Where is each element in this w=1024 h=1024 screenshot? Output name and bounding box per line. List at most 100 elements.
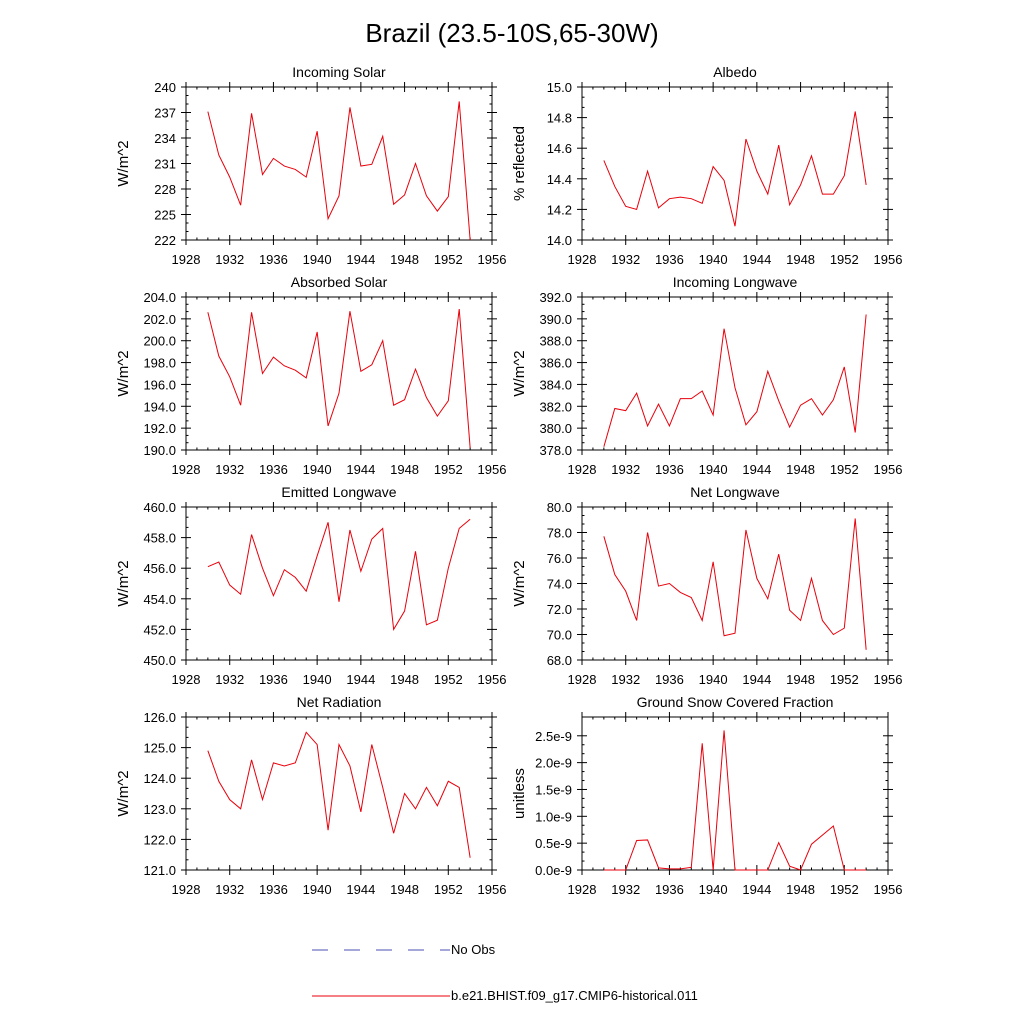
- x-tick-label: 1952: [830, 672, 859, 687]
- x-tick-label: 1944: [346, 672, 375, 687]
- plot-frame: [185, 296, 493, 451]
- y-axis-label: W/m^2: [115, 140, 132, 186]
- series-line: [207, 101, 471, 241]
- series-line: [207, 731, 471, 858]
- chart-panel: Incoming Solar W/m^2 1928 1932 1936 1940 1944 1…: [115, 64, 506, 267]
- x-tick-label: 1940: [699, 882, 728, 897]
- y-tick-label: 237: [154, 106, 176, 121]
- chart-panel: Ground Snow Covered Fraction unitless 1928…: [511, 694, 902, 897]
- x-tick-label: 1932: [215, 672, 244, 687]
- y-tick-label: 14.0: [547, 233, 572, 248]
- chart-panel: Emitted Longwave W/m^2 1928 1932 1936 1940 194…: [115, 484, 506, 687]
- panel-title: Absorbed Solar: [291, 274, 388, 290]
- y-tick-label: 392.0: [539, 290, 572, 305]
- x-tick-label: 1928: [568, 882, 597, 897]
- y-tick-label: 122.0: [143, 832, 176, 847]
- y-tick-label: 15.0: [547, 80, 572, 95]
- y-tick-label: 123.0: [143, 802, 176, 817]
- x-tick-label: 1932: [215, 882, 244, 897]
- x-tick-label: 1952: [434, 462, 463, 477]
- plot-frame: [581, 506, 889, 661]
- x-tick-label: 1940: [303, 882, 332, 897]
- x-tick-label: 1944: [742, 672, 771, 687]
- legend-label-no-obs: No Obs: [451, 942, 496, 957]
- y-tick-label: 126.0: [143, 710, 176, 725]
- y-tick-label: 450.0: [143, 653, 176, 668]
- y-tick-label: 196.0: [143, 377, 176, 392]
- x-tick-label: 1940: [303, 672, 332, 687]
- x-tick-label: 1928: [172, 672, 201, 687]
- y-tick-label: 2.5e-9: [535, 729, 572, 744]
- panel-title: Incoming Solar: [292, 64, 386, 80]
- x-tick-label: 1952: [830, 462, 859, 477]
- y-tick-label: 194.0: [143, 399, 176, 414]
- plot-frame: [581, 716, 889, 871]
- panel-title: Emitted Longwave: [281, 484, 396, 500]
- panel-title: Albedo: [713, 64, 757, 80]
- y-axis-label: W/m^2: [511, 350, 528, 396]
- y-tick-label: 74.0: [547, 577, 572, 592]
- y-tick-label: 14.2: [547, 202, 572, 217]
- y-tick-label: 14.4: [547, 172, 572, 187]
- x-tick-label: 1928: [172, 252, 201, 267]
- x-tick-label: 1948: [786, 882, 815, 897]
- x-tick-label: 1932: [611, 882, 640, 897]
- x-tick-label: 1948: [390, 882, 419, 897]
- y-tick-label: 225: [154, 208, 176, 223]
- x-tick-label: 1948: [786, 462, 815, 477]
- x-tick-label: 1956: [478, 672, 507, 687]
- x-tick-label: 1956: [478, 882, 507, 897]
- y-tick-label: 0.0e-9: [535, 863, 572, 878]
- y-tick-label: 76.0: [547, 551, 572, 566]
- y-tick-label: 382.0: [539, 399, 572, 414]
- panel-title: Incoming Longwave: [673, 274, 798, 290]
- series-line: [603, 314, 867, 447]
- y-tick-label: 72.0: [547, 602, 572, 617]
- y-tick-label: 198.0: [143, 356, 176, 371]
- x-tick-label: 1936: [655, 672, 684, 687]
- x-tick-label: 1948: [390, 462, 419, 477]
- y-tick-label: 70.0: [547, 628, 572, 643]
- x-tick-label: 1936: [259, 672, 288, 687]
- panel-title: Ground Snow Covered Fraction: [637, 694, 834, 710]
- y-tick-label: 380.0: [539, 421, 572, 436]
- y-tick-label: 125.0: [143, 741, 176, 756]
- y-tick-label: 121.0: [143, 863, 176, 878]
- x-tick-label: 1944: [742, 462, 771, 477]
- y-tick-label: 14.8: [547, 111, 572, 126]
- chart-panel: Albedo % reflected 1928 1932 1936 1940 1944 194…: [511, 64, 902, 267]
- x-tick-label: 1928: [172, 462, 201, 477]
- x-tick-label: 1932: [215, 462, 244, 477]
- plot-frame: [185, 506, 493, 661]
- y-tick-label: 388.0: [539, 334, 572, 349]
- y-tick-label: 78.0: [547, 526, 572, 541]
- x-tick-label: 1932: [215, 252, 244, 267]
- y-tick-label: 378.0: [539, 443, 572, 458]
- x-tick-label: 1944: [742, 252, 771, 267]
- x-tick-label: 1932: [611, 672, 640, 687]
- x-tick-label: 1948: [390, 252, 419, 267]
- y-tick-label: 2.0e-9: [535, 756, 572, 771]
- panel-title: Net Longwave: [690, 484, 780, 500]
- x-tick-label: 1956: [478, 462, 507, 477]
- chart-panel: Net Longwave W/m^2 1928 1932 1936 1940 1944 194…: [511, 484, 902, 687]
- legend-label-model: b.e21.BHIST.f09_g17.CMIP6-historical.011: [451, 988, 698, 1003]
- series-line: [603, 518, 867, 650]
- x-tick-label: 1936: [655, 252, 684, 267]
- x-tick-label: 1952: [434, 672, 463, 687]
- plot-frame: [185, 716, 493, 871]
- x-tick-label: 1936: [655, 462, 684, 477]
- x-tick-label: 1940: [303, 252, 332, 267]
- y-tick-label: 390.0: [539, 312, 572, 327]
- y-tick-label: 234: [154, 131, 176, 146]
- x-tick-label: 1940: [699, 252, 728, 267]
- x-tick-label: 1952: [434, 252, 463, 267]
- chart-panel: Absorbed Solar W/m^2 1928 1932 1936 1940 1944 1…: [115, 274, 506, 477]
- y-axis-label: unitless: [511, 768, 528, 819]
- series-line: [207, 518, 471, 631]
- y-tick-label: 456.0: [143, 561, 176, 576]
- y-axis-label: W/m^2: [115, 350, 132, 396]
- x-tick-label: 1940: [699, 462, 728, 477]
- chart-panel: Net Radiation W/m^2 1928 1932 1936 1940 1944 19…: [115, 694, 506, 897]
